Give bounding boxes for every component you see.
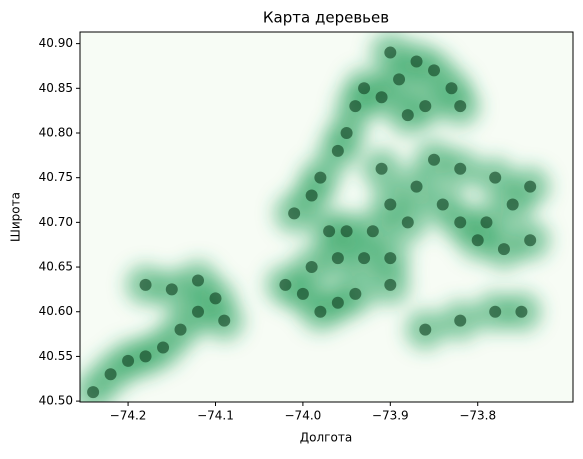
y-tick-label: 40.70	[39, 215, 73, 229]
tree-point	[139, 278, 152, 291]
tree-point	[331, 296, 344, 309]
tree-point	[454, 100, 467, 113]
tree-point	[471, 234, 484, 247]
tree-point	[401, 216, 414, 229]
tree-point	[174, 323, 187, 336]
tree-point	[139, 350, 152, 363]
tree-point	[428, 153, 441, 166]
tree-point	[340, 126, 353, 139]
tree-point	[419, 323, 432, 336]
tree-point	[165, 283, 178, 296]
tree-point	[340, 225, 353, 238]
tree-point	[349, 100, 362, 113]
tree-point	[305, 189, 318, 202]
tree-point	[489, 171, 502, 184]
tree-point	[288, 207, 301, 220]
y-tick-label: 40.90	[39, 36, 73, 50]
y-tick-label: 40.60	[39, 304, 73, 318]
tree-point	[393, 73, 406, 86]
x-tick-label: −73.9	[372, 409, 409, 423]
tree-point	[384, 278, 397, 291]
tree-point	[384, 252, 397, 265]
tree-point	[366, 225, 379, 238]
x-tick-label: −73.8	[459, 409, 496, 423]
y-tick-label: 40.80	[39, 125, 73, 139]
tree-point	[314, 171, 327, 184]
tree-point	[314, 305, 327, 318]
tree-point	[401, 109, 414, 122]
tree-point	[419, 100, 432, 113]
x-tick-label: −74.1	[197, 409, 234, 423]
y-tick-label: 40.55	[39, 349, 73, 363]
tree-point	[489, 305, 502, 318]
tree-point	[305, 261, 318, 274]
tree-point	[384, 198, 397, 211]
tree-point	[384, 46, 397, 59]
tree-point	[349, 287, 362, 300]
y-tick-label: 40.50	[39, 394, 73, 408]
tree-point	[524, 234, 537, 247]
tree-point	[122, 354, 135, 367]
y-tick-label: 40.85	[39, 81, 73, 95]
x-tick-label: −74.2	[110, 409, 147, 423]
tree-point	[157, 341, 170, 354]
tree-point	[454, 162, 467, 175]
tree-point	[524, 180, 537, 193]
tree-point	[279, 278, 292, 291]
tree-point	[296, 287, 309, 300]
tree-point	[358, 252, 371, 265]
tree-point	[375, 91, 388, 104]
tree-point	[506, 198, 519, 211]
chart-title: Карта деревьев	[263, 9, 389, 27]
tree-point	[515, 305, 528, 318]
tree-point	[454, 216, 467, 229]
tree-point	[497, 243, 510, 256]
x-tick-label: −74.0	[285, 409, 322, 423]
tree-point	[104, 368, 117, 381]
tree-point	[480, 216, 493, 229]
tree-point	[323, 225, 336, 238]
tree-point	[209, 292, 222, 305]
tree-point	[331, 252, 344, 265]
tree-point	[192, 274, 205, 287]
tree-point	[410, 55, 423, 68]
tree-point	[445, 82, 458, 95]
y-axis-label: Широта	[9, 192, 23, 242]
density-layer	[80, 32, 551, 402]
axes-frame	[79, 31, 574, 403]
tree-point	[428, 64, 441, 77]
tree-point	[87, 386, 100, 399]
x-axis-label: Долгота	[300, 431, 352, 445]
tree-point	[192, 305, 205, 318]
y-tick-label: 40.75	[39, 170, 73, 184]
tree-point	[454, 314, 467, 327]
tree-point	[331, 144, 344, 157]
tree-point	[436, 198, 449, 211]
tree-point	[410, 180, 423, 193]
tree-point	[375, 162, 388, 175]
tree-point	[218, 314, 231, 327]
y-tick-label: 40.65	[39, 260, 73, 274]
tree-point	[358, 82, 371, 95]
